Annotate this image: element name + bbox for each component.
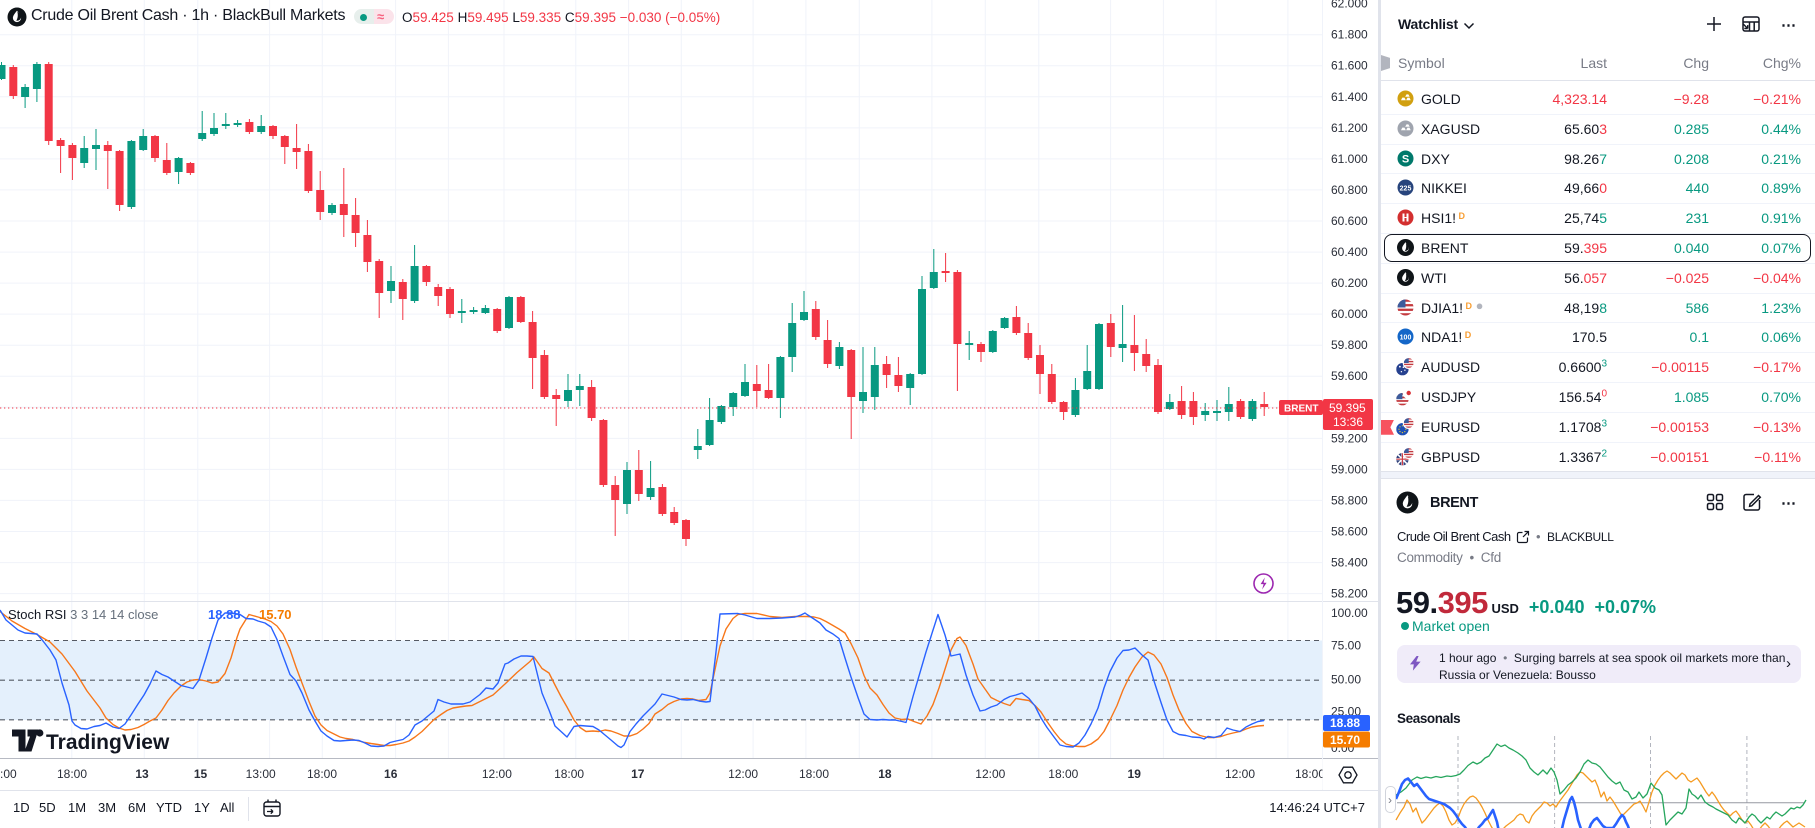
svg-text:12:00: 12:00 — [482, 767, 512, 781]
svg-text:59.395: 59.395 — [1329, 401, 1366, 415]
svg-text:12:00: 12:00 — [975, 767, 1005, 781]
svg-text:18:00: 18:00 — [57, 767, 87, 781]
svg-text:18.88: 18.88 — [1330, 716, 1360, 730]
svg-text:13:00: 13:00 — [246, 767, 276, 781]
svg-text:TradingView: TradingView — [46, 731, 170, 754]
svg-text:61.400: 61.400 — [1331, 90, 1368, 104]
svg-text:12:00: 12:00 — [728, 767, 758, 781]
svg-text:59.600: 59.600 — [1331, 369, 1368, 383]
svg-text:18: 18 — [878, 767, 892, 781]
svg-text:15.70: 15.70 — [1330, 733, 1360, 747]
svg-text::00: :00 — [0, 767, 17, 781]
svg-text:59.000: 59.000 — [1331, 462, 1368, 476]
svg-text:18:00: 18:00 — [307, 767, 337, 781]
svg-text:225: 225 — [1400, 186, 1412, 193]
svg-text:16: 16 — [384, 767, 398, 781]
svg-text:100: 100 — [1400, 335, 1412, 342]
svg-text:13: 13 — [135, 767, 149, 781]
svg-text:61.200: 61.200 — [1331, 121, 1368, 135]
svg-text:13:36: 13:36 — [1333, 415, 1363, 429]
svg-text:60.600: 60.600 — [1331, 214, 1368, 228]
svg-text:50.00: 50.00 — [1331, 673, 1361, 687]
svg-text:17: 17 — [631, 767, 645, 781]
svg-text:60.200: 60.200 — [1331, 276, 1368, 290]
svg-text:100.00: 100.00 — [1331, 606, 1368, 620]
svg-text:58.800: 58.800 — [1331, 493, 1368, 507]
svg-text:18:00: 18:00 — [799, 767, 829, 781]
svg-text:61.600: 61.600 — [1331, 59, 1368, 73]
svg-text:58.600: 58.600 — [1331, 525, 1368, 539]
svg-text:18:00: 18:00 — [554, 767, 584, 781]
svg-text:S: S — [1402, 153, 1409, 165]
svg-text:12:00: 12:00 — [1225, 767, 1255, 781]
svg-text:60.400: 60.400 — [1331, 245, 1368, 259]
svg-text:60.800: 60.800 — [1331, 183, 1368, 197]
svg-text:59.800: 59.800 — [1331, 338, 1368, 352]
svg-text:18:00: 18:00 — [1295, 767, 1325, 781]
svg-text:61.000: 61.000 — [1331, 152, 1368, 166]
svg-text:BRENT: BRENT — [1284, 404, 1318, 415]
svg-text:58.200: 58.200 — [1331, 587, 1368, 601]
svg-text:59.200: 59.200 — [1331, 431, 1368, 445]
svg-text:19: 19 — [1128, 767, 1142, 781]
svg-text:58.400: 58.400 — [1331, 556, 1368, 570]
svg-text:61.800: 61.800 — [1331, 28, 1368, 42]
svg-text:15: 15 — [194, 767, 208, 781]
svg-text:75.00: 75.00 — [1331, 639, 1361, 653]
svg-text:62.000: 62.000 — [1331, 0, 1368, 11]
svg-text:18:00: 18:00 — [1048, 767, 1078, 781]
svg-text:60.000: 60.000 — [1331, 307, 1368, 321]
